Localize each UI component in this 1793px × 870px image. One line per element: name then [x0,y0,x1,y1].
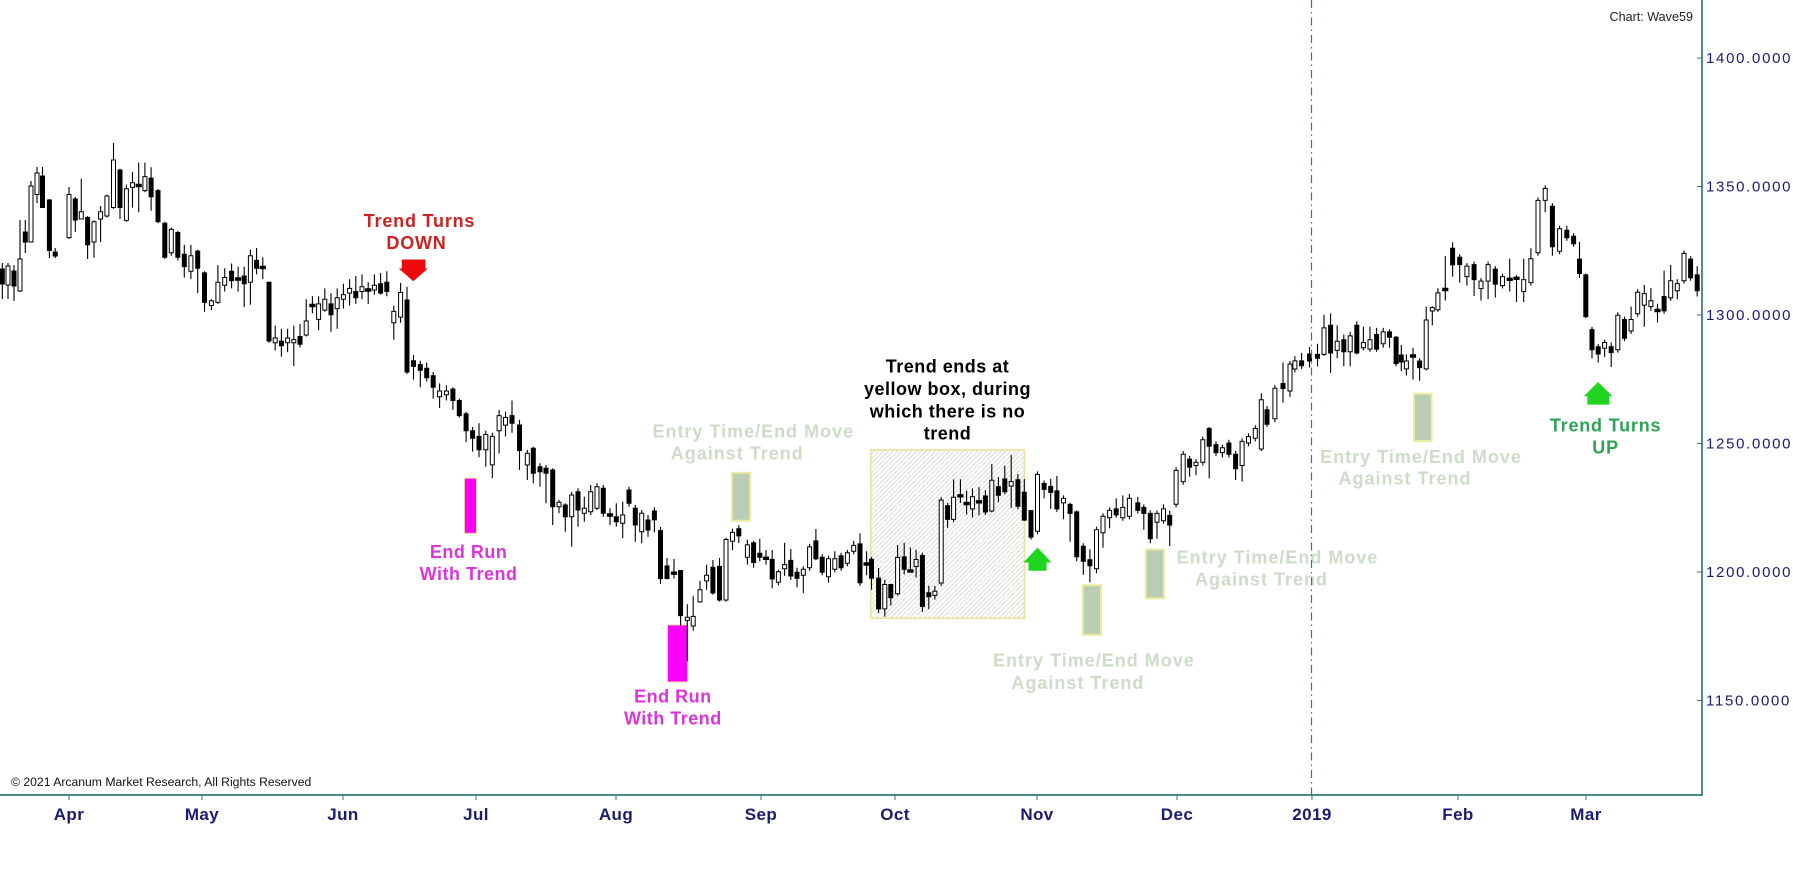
svg-text:© 2021 Arcanum Market Research: © 2021 Arcanum Market Research, All Righ… [11,775,311,789]
svg-text:Against Trend: Against Trend [1338,469,1471,489]
svg-text:Aug: Aug [599,805,633,824]
svg-text:Feb: Feb [1442,805,1473,824]
svg-text:Entry Time/End Move: Entry Time/End Move [1320,447,1522,467]
svg-text:Trend ends at: Trend ends at [886,357,1010,377]
svg-text:Trend Turns: Trend Turns [364,211,475,231]
svg-text:Jul: Jul [463,805,489,824]
svg-text:UP: UP [1592,438,1619,458]
svg-text:Chart: Wave59: Chart: Wave59 [1609,10,1693,24]
svg-text:Entry Time/End Move: Entry Time/End Move [652,422,854,442]
svg-text:Trend Turns: Trend Turns [1550,415,1661,435]
svg-text:Sep: Sep [745,805,777,824]
svg-text:Mar: Mar [1570,805,1601,824]
svg-text:Against Trend: Against Trend [671,444,804,464]
svg-text:Against Trend: Against Trend [1011,673,1144,693]
svg-text:yellow box, during: yellow box, during [864,379,1031,399]
svg-text:1250.0000: 1250.0000 [1706,436,1792,453]
svg-text:Entry Time/End Move: Entry Time/End Move [993,651,1195,671]
svg-text:May: May [185,805,219,824]
svg-text:Entry Time/End Move: Entry Time/End Move [1177,547,1379,567]
svg-text:Apr: Apr [54,805,84,824]
svg-text:1200.0000: 1200.0000 [1706,564,1792,581]
svg-text:With Trend: With Trend [624,709,722,729]
svg-text:which there is no: which there is no [869,402,1026,422]
svg-text:1150.0000: 1150.0000 [1706,693,1791,710]
svg-text:2019: 2019 [1292,805,1331,824]
svg-text:End Run: End Run [430,542,508,562]
svg-text:Jun: Jun [327,805,358,824]
svg-text:DOWN: DOWN [386,233,446,253]
svg-text:trend: trend [924,424,972,444]
svg-text:1400.0000: 1400.0000 [1706,50,1792,67]
svg-text:1350.0000: 1350.0000 [1706,179,1792,196]
svg-text:Nov: Nov [1020,805,1053,824]
svg-text:With Trend: With Trend [420,564,518,584]
svg-text:Oct: Oct [880,805,910,824]
svg-text:Dec: Dec [1161,805,1193,824]
svg-text:1300.0000: 1300.0000 [1706,307,1792,324]
svg-text:End Run: End Run [634,687,712,707]
svg-text:Against Trend: Against Trend [1195,570,1328,590]
